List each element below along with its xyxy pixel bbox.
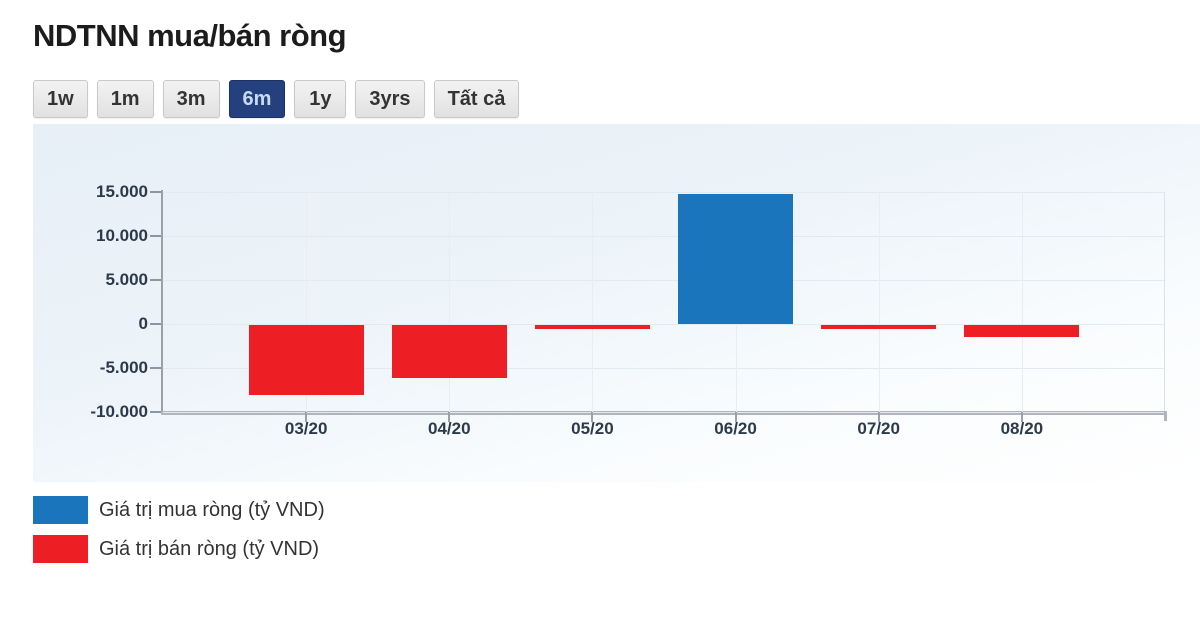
chart-legend: Giá trị mua ròng (tỷ VND) Giá trị bán ròn… — [33, 496, 1200, 563]
range-button-3yrs[interactable]: 3yrs — [355, 80, 425, 118]
v-gridline — [449, 192, 451, 412]
x-axis-line — [161, 411, 1167, 415]
y-axis-label: 15.000 — [96, 182, 148, 201]
legend-item-positive[interactable]: Giá trị mua ròng (tỷ VND) — [33, 496, 1200, 524]
plot-area: 15.000 10.000 5.000 0 -5.000 -10.000 03/20 04/2… — [90, 182, 1167, 438]
y-axis-label: 5.000 — [105, 270, 148, 289]
page-title: NDTNN mua/bán ròng — [33, 18, 347, 53]
x-axis-tick — [448, 412, 451, 422]
x-axis-tick — [305, 412, 308, 422]
x-axis-label: 04/20 — [428, 419, 471, 438]
y-axis-tick — [150, 279, 161, 281]
bar-04-20[interactable] — [391, 325, 507, 378]
bar-03-20[interactable] — [248, 325, 364, 396]
range-button-3m[interactable]: 3m — [162, 80, 220, 118]
bar-08-20[interactable] — [964, 325, 1080, 337]
h-gridline — [163, 412, 1164, 413]
x-axis-tick — [877, 412, 880, 422]
x-axis-tick — [1020, 412, 1023, 422]
range-button-1m[interactable]: 1m — [96, 80, 154, 118]
y-axis-label: 10.000 — [96, 226, 148, 245]
x-axis-label: 08/20 — [1000, 419, 1044, 438]
h-gridline — [163, 324, 1164, 325]
h-gridline — [163, 280, 1164, 281]
range-button-1w[interactable]: 1w — [33, 80, 88, 118]
range-button-1y[interactable]: 1y — [294, 80, 347, 118]
v-gridline — [592, 192, 594, 412]
y-axis-label: -10.000 — [90, 402, 148, 421]
y-axis-line — [161, 190, 163, 412]
bar-05-20[interactable] — [534, 325, 650, 329]
y-axis-tick — [150, 235, 161, 237]
y-axis-label: 0 — [138, 314, 148, 333]
v-gridline — [306, 192, 308, 412]
x-axis-label: 05/20 — [571, 419, 614, 438]
v-gridline — [878, 192, 880, 412]
legend-swatch-negative — [33, 535, 88, 563]
range-button-6m[interactable]: 6m — [228, 80, 286, 118]
x-axis-label: 03/20 — [284, 419, 328, 438]
bar-07-20[interactable] — [821, 325, 937, 329]
x-axis-label: 06/20 — [714, 419, 757, 438]
range-button-all[interactable]: Tất cả — [433, 80, 520, 118]
y-axis-tick — [150, 411, 161, 413]
page: NDTNN mua/bán ròng 1w 1m 3m 6m 1y 3yrs Tất cả … — [33, 18, 1200, 563]
legend-label: Giá trị mua ròng (tỷ VND) — [99, 498, 325, 521]
legend-item-negative[interactable]: Giá trị bán ròng (tỷ VND) — [33, 535, 1200, 563]
x-axis-tick — [734, 412, 737, 422]
x-axis-label: 07/20 — [857, 419, 900, 438]
bar-06-20[interactable] — [678, 193, 794, 324]
x-axis-end-tick — [1164, 414, 1167, 421]
y-axis-label: -5.000 — [99, 358, 148, 377]
y-axis-tick — [150, 367, 161, 369]
legend-swatch-positive — [33, 496, 88, 524]
chart-container: 15.000 10.000 5.000 0 -5.000 -10.000 03/20 04/2… — [33, 124, 1200, 482]
h-gridline — [163, 368, 1164, 369]
time-range-toolbar: 1w 1m 3m 6m 1y 3yrs Tất cả — [33, 80, 1200, 118]
h-gridline — [163, 236, 1164, 237]
x-axis-tick — [591, 412, 594, 422]
h-gridline — [163, 192, 1164, 193]
y-axis-tick — [150, 191, 161, 193]
legend-label: Giá trị bán ròng (tỷ VND) — [99, 537, 320, 560]
v-gridline — [1021, 192, 1023, 412]
y-axis-tick — [150, 323, 161, 325]
